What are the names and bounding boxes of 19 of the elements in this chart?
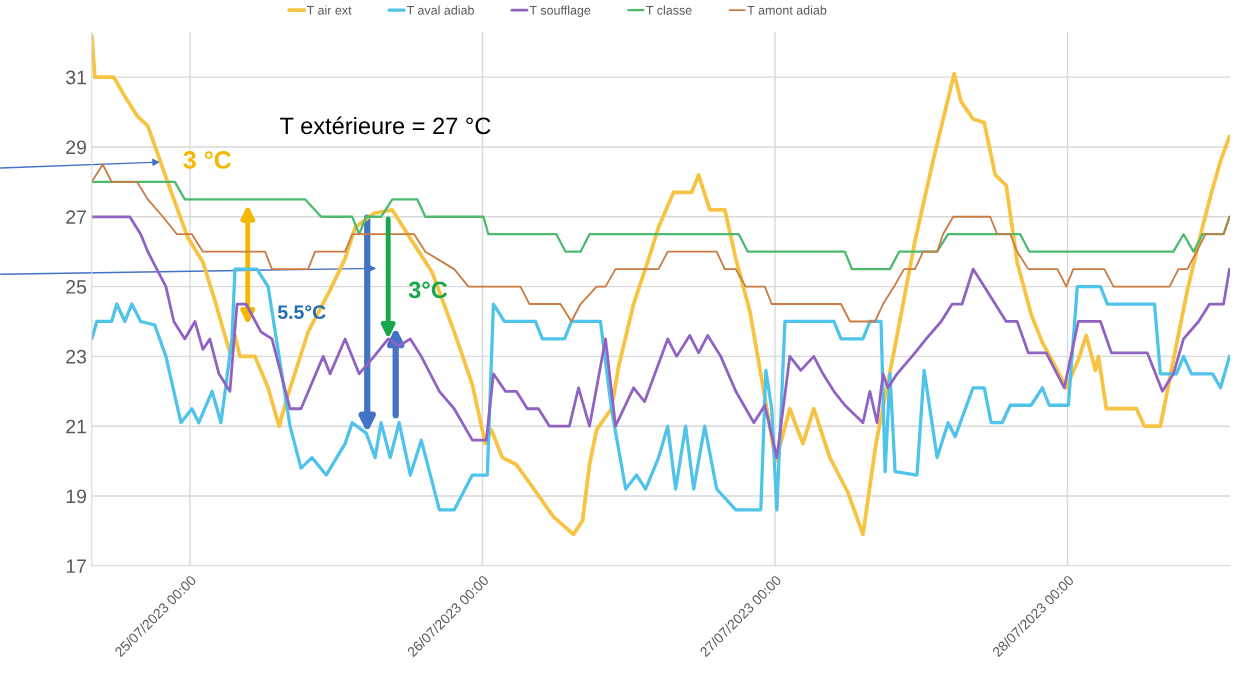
legend-label: T soufflage xyxy=(529,5,591,18)
y-tick-label: 21 xyxy=(66,419,86,434)
legend-label: T amont adiab xyxy=(747,5,827,15)
y-tick-label: 31 xyxy=(66,70,86,85)
line-series xyxy=(91,33,1231,537)
y-tick-label: 23 xyxy=(66,349,87,364)
line-series xyxy=(91,215,1231,459)
y-tick-label: 27 xyxy=(66,210,86,224)
legend-label: T air ext xyxy=(306,5,352,15)
y-tick-label: 25 xyxy=(66,280,87,294)
y-tick-label: 17 xyxy=(66,559,86,573)
y-tick-label: 19 xyxy=(66,489,86,504)
legend-label: T aval adiab xyxy=(406,5,474,15)
legend-label: T classe xyxy=(646,5,692,15)
line-series xyxy=(91,267,1231,512)
y-tick-label: 29 xyxy=(66,140,86,155)
annotation: T extérieure = 27 °C xyxy=(280,116,491,135)
line-series xyxy=(91,180,1231,271)
annotation: 3 °C xyxy=(183,151,232,169)
